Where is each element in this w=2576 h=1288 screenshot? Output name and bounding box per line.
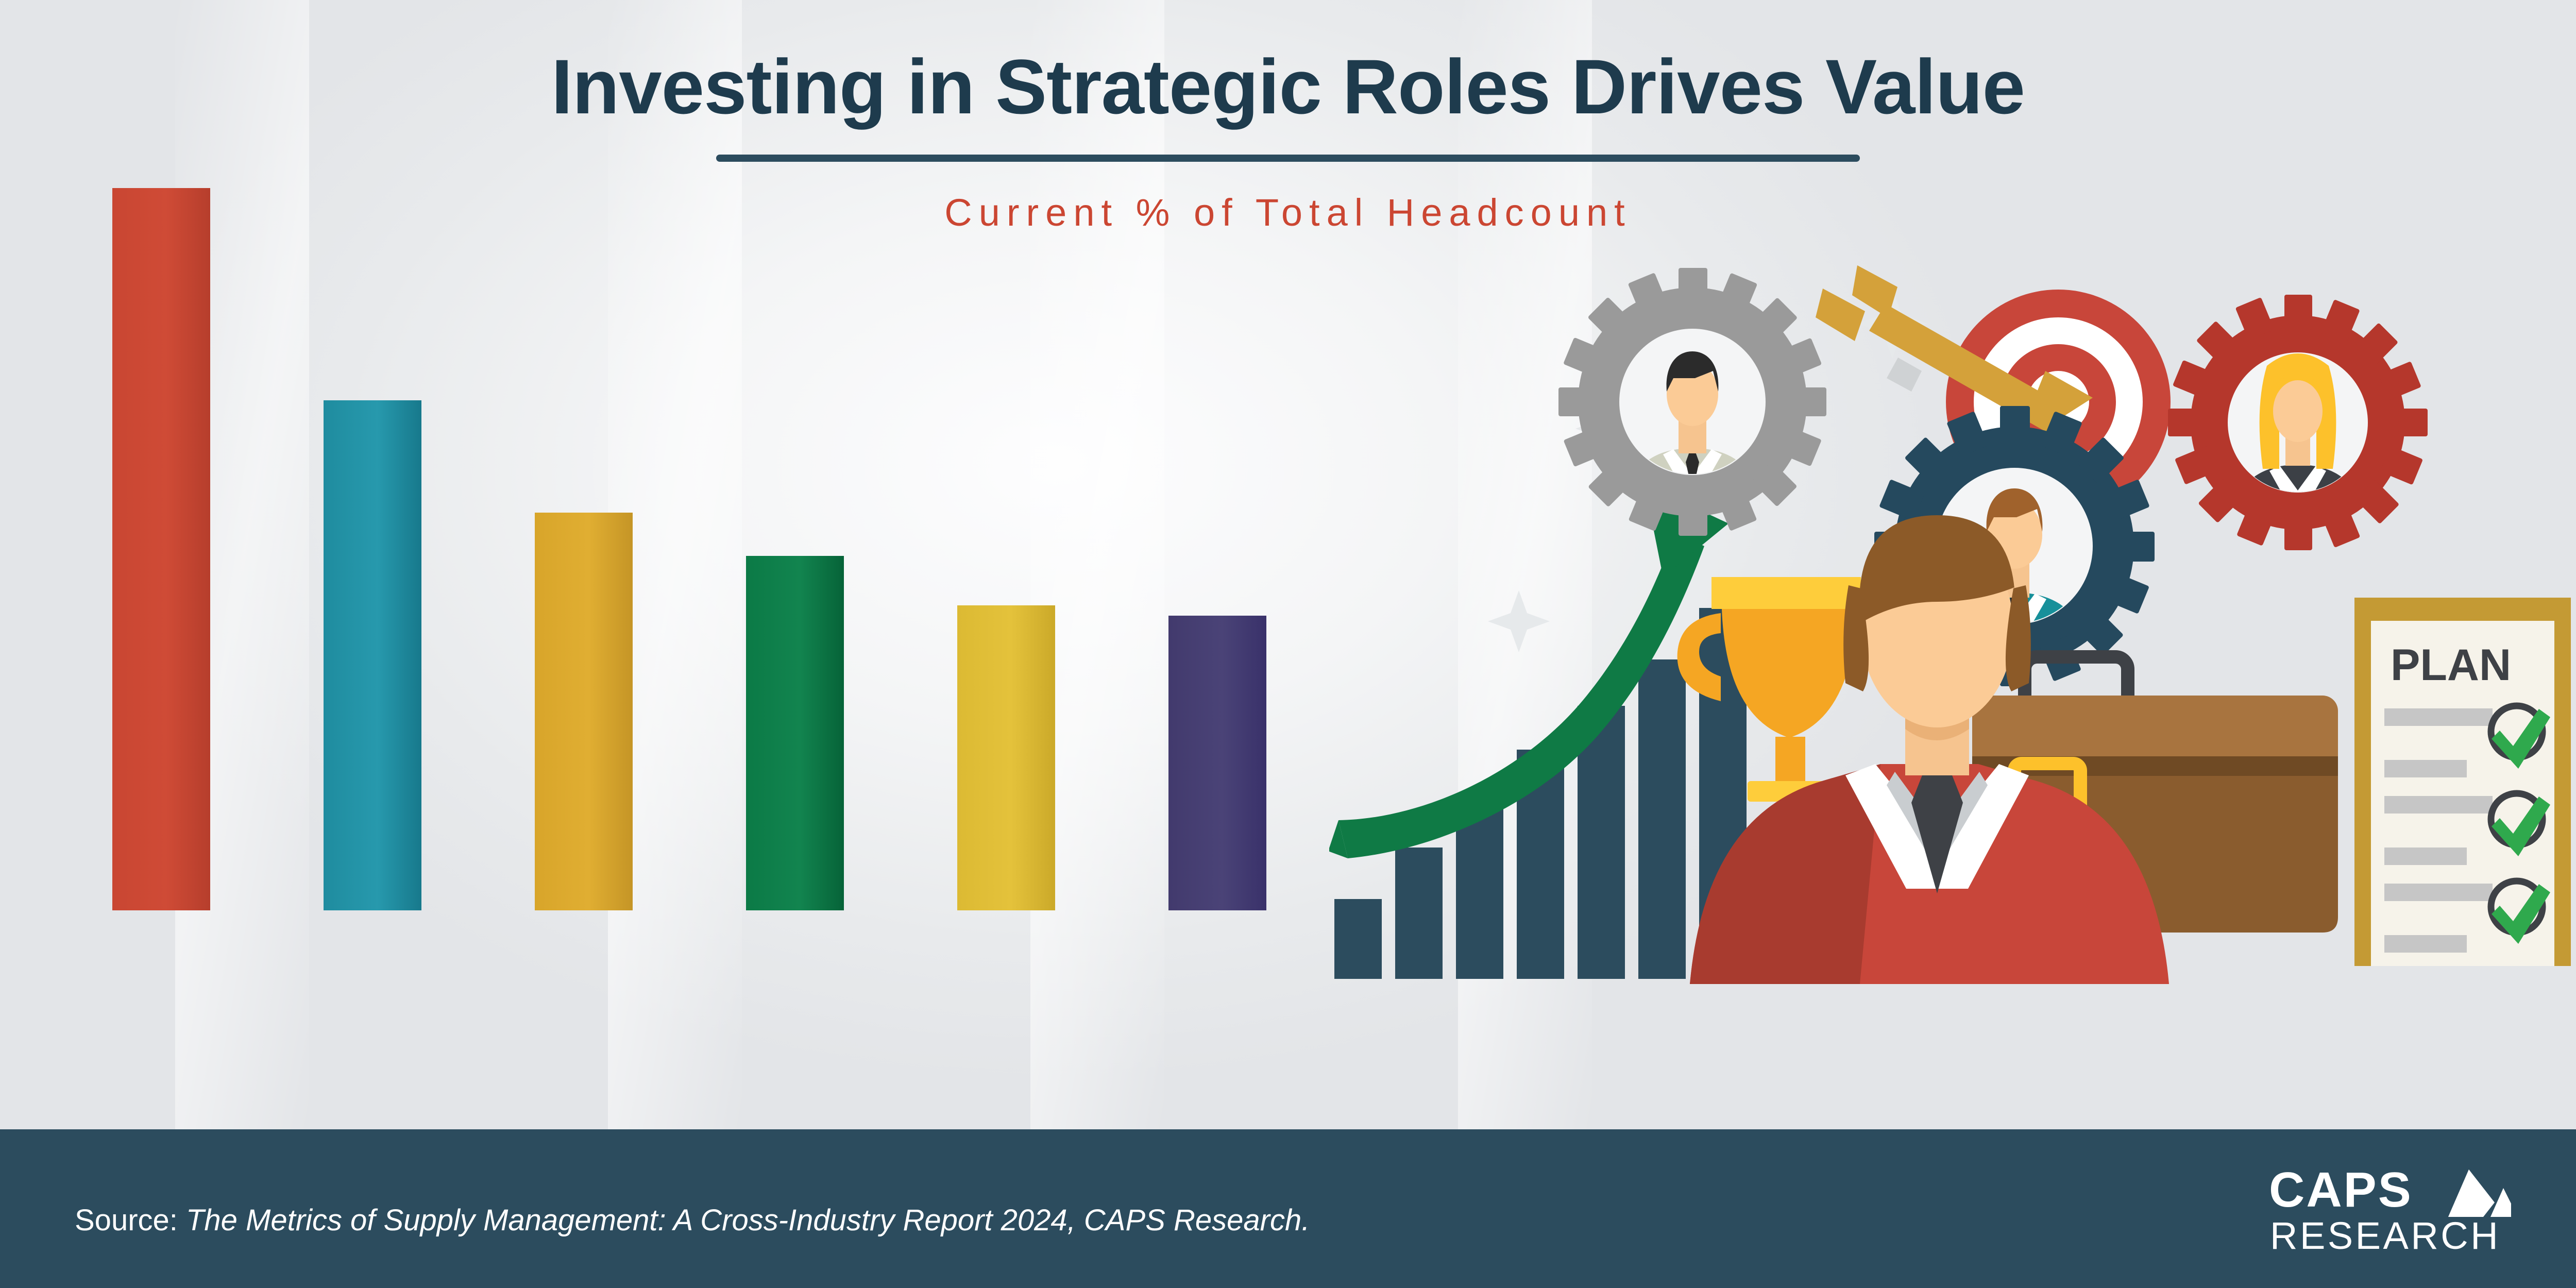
plan-clipboard: PLAN xyxy=(2354,598,2571,966)
bar-fill xyxy=(957,605,1055,910)
caps-research-logo: CAPS RESEARCH xyxy=(2269,1161,2511,1257)
source-title: The Metrics of Supply Management: A Cros… xyxy=(186,1204,1310,1237)
page-title: Investing in Strategic Roles Drives Valu… xyxy=(551,43,2025,130)
plan-clipboard-text: PLAN xyxy=(2391,640,2511,690)
bar-fill xyxy=(112,188,210,910)
arrow-in-target xyxy=(1816,265,2093,434)
page-subtitle: Current % of Total Headcount xyxy=(944,191,1632,234)
business-illustration: PLAN xyxy=(1329,216,2576,984)
gear-with-woman-portrait xyxy=(2168,295,2428,550)
header: Investing in Strategic Roles Drives Valu… xyxy=(0,0,2576,234)
footer: Source: The Metrics of Supply Management… xyxy=(0,1129,2576,1288)
logo-secondary-text: RESEARCH xyxy=(2270,1214,2501,1257)
bar-fill xyxy=(324,400,421,910)
source-label: Source: xyxy=(75,1204,186,1237)
title-divider xyxy=(716,154,1860,162)
bar-fill xyxy=(535,513,633,910)
mountain-icon xyxy=(2448,1170,2511,1217)
source-citation: Source: The Metrics of Supply Management… xyxy=(75,1203,1310,1238)
bar-fill xyxy=(1168,616,1266,910)
bar-fill xyxy=(746,556,844,910)
checkmarks xyxy=(2487,702,2550,944)
logo-primary-text: CAPS xyxy=(2269,1162,2413,1217)
bar-chart: 23% Strategic Sourcing xyxy=(0,0,1340,1129)
businessman-figure xyxy=(1690,515,2169,984)
gear-with-man-portrait xyxy=(1558,268,1826,536)
